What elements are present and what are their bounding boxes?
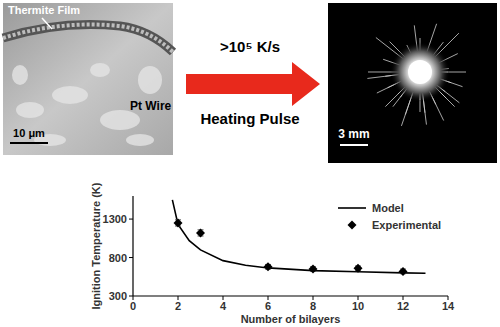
sem-image: Thermite Film Pt Wire 10 μm: [3, 3, 173, 155]
y-tick: [129, 257, 133, 258]
data-point: [264, 262, 273, 271]
sem-texture: [100, 110, 140, 130]
sem-texture: [90, 63, 110, 77]
y-tick: [129, 219, 133, 220]
sem-texture: [138, 66, 162, 94]
x-axis-title: Number of bilayers: [241, 313, 341, 325]
sem-texture: [126, 134, 154, 146]
film-texture: [3, 25, 173, 53]
data-point: [174, 218, 183, 227]
sem-texture: [12, 65, 28, 85]
x-tick-label: 0: [130, 300, 136, 312]
flash-glow: [390, 42, 450, 102]
legend-swatch: [338, 207, 366, 209]
sem-texture: [52, 86, 88, 104]
x-tick-label: 12: [397, 300, 409, 312]
x-tick-label: 8: [310, 300, 316, 312]
heating-arrow: [186, 62, 320, 106]
wire-label: Pt Wire: [130, 99, 172, 113]
flash-core: [408, 60, 432, 84]
sem-background: [3, 3, 173, 155]
y-axis-title: Ignition Temperature (K): [90, 182, 102, 309]
film-band: [3, 25, 173, 53]
y-tick-label: 300: [109, 290, 127, 302]
sem-scale-bar: [10, 142, 48, 144]
x-axis: [133, 295, 448, 296]
data-point: [354, 264, 363, 273]
data-point: [399, 267, 408, 276]
y-axis: [132, 196, 133, 296]
model-line: [172, 200, 425, 273]
data-point: [196, 228, 205, 237]
heating-rate: >10⁵ K/s: [220, 38, 280, 55]
x-tick-label: 6: [265, 300, 271, 312]
figure: Thermite Film Pt Wire 10 μm >10⁵ K/s Heating…: [0, 0, 500, 327]
film-label: Thermite Film: [8, 4, 80, 16]
chart: 300 800 1300 0 2 4 6 8 10 12 14 Number of bilayers I…: [90, 182, 455, 325]
sem-texture: [16, 102, 44, 118]
y-tick-label: 1300: [103, 213, 127, 225]
x-tick-label: 4: [220, 300, 227, 312]
y-tick-label: 800: [109, 252, 127, 264]
y-tick: [129, 296, 133, 297]
legend-swatch: [348, 221, 357, 230]
legend: Model Experimental: [338, 202, 441, 231]
legend-label: Experimental: [372, 219, 441, 231]
plot-data: [172, 200, 425, 276]
x-tick-label: 10: [352, 300, 364, 312]
photo-background: [328, 3, 497, 163]
photo-scale-label: 3 mm: [338, 127, 369, 141]
legend-label: Model: [372, 202, 404, 214]
x-tick-label: 2: [175, 300, 181, 312]
sem-scale-label: 10 μm: [13, 127, 45, 139]
flash-image: 3 mm: [328, 3, 497, 163]
data-point: [309, 265, 318, 274]
x-tick-label: 14: [442, 300, 455, 312]
film-pointer: [42, 18, 52, 29]
heating-label: Heating Pulse: [200, 110, 299, 127]
photo-scale-bar: [340, 144, 368, 146]
